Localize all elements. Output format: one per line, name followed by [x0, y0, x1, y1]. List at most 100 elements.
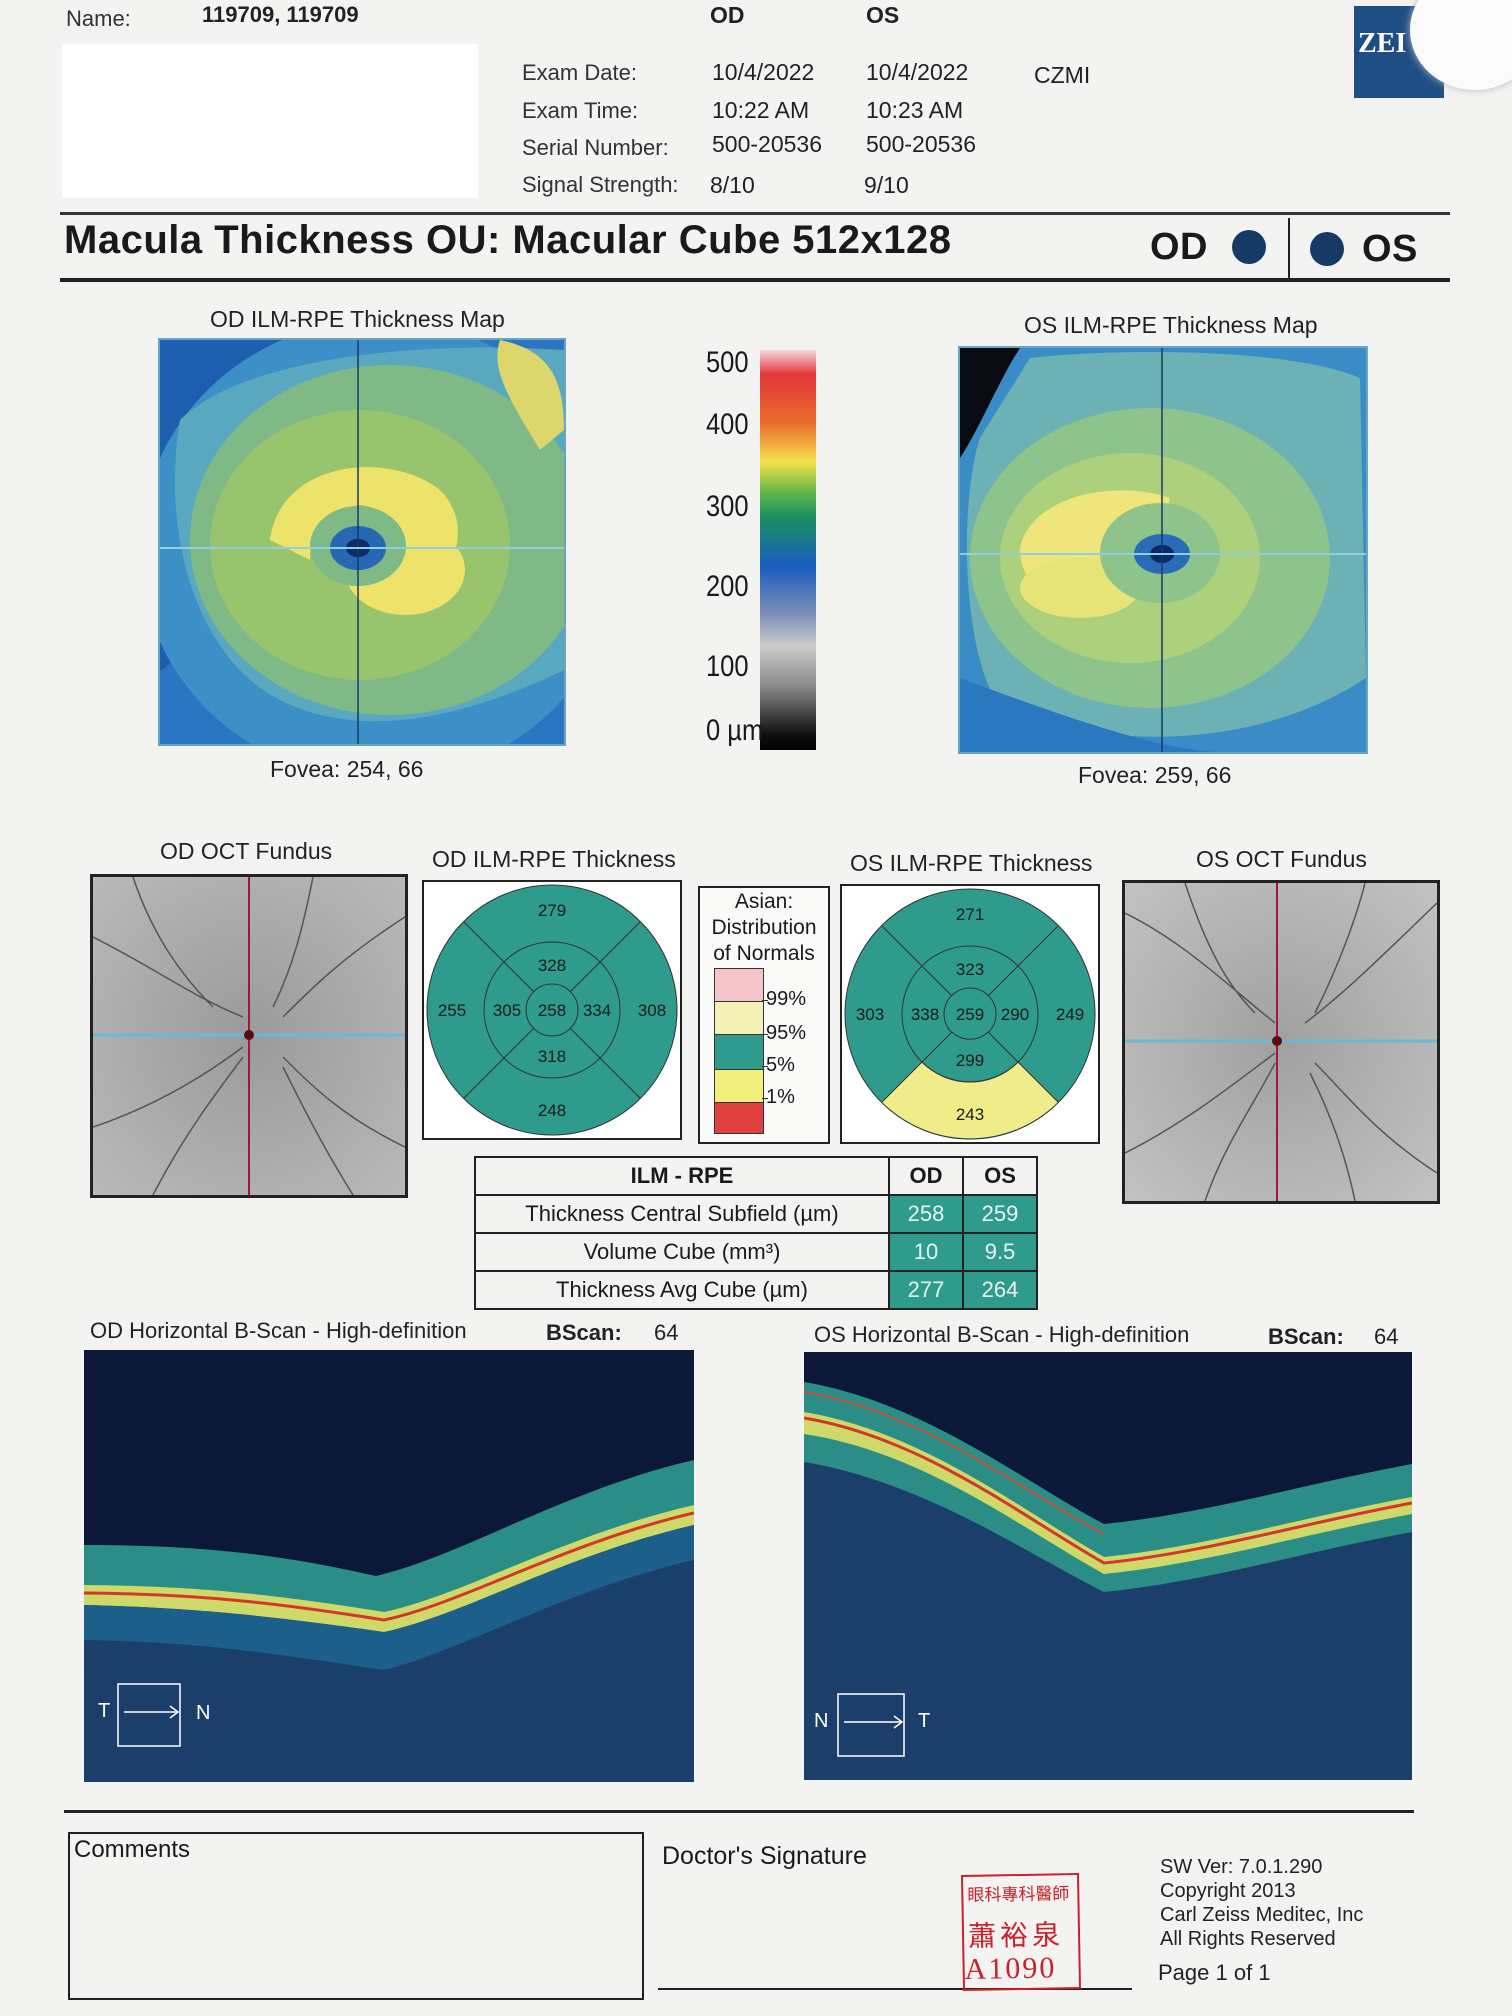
row-label-volume-cube: Volume Cube (mm³)	[474, 1232, 890, 1272]
od-etdrs-grid: 279 328 258 305 334 255 308 318 248	[422, 880, 682, 1140]
os-outer-inferior: 243	[956, 1105, 984, 1124]
comments-box[interactable]: Comments	[68, 1832, 644, 2000]
od-fundus-title: OD OCT Fundus	[160, 838, 333, 864]
table-row: Volume Cube (mm³) 10 9.5	[474, 1232, 1038, 1272]
table-header-od: OD	[888, 1156, 964, 1196]
signature-line	[658, 1988, 1132, 1990]
normals-95: 95%	[766, 1022, 807, 1044]
normals-title-1: Asian:	[734, 890, 794, 913]
title-rule-bottom	[60, 278, 1450, 282]
normals-99: 99%	[766, 988, 807, 1010]
exam-date-label: Exam Date:	[522, 60, 637, 85]
sw-version: SW Ver: 7.0.1.290	[1160, 1856, 1323, 1878]
column-od-label: OD	[710, 2, 745, 28]
od-bscan-label: BScan:	[546, 1320, 622, 1345]
os-fundus-title: OS OCT Fundus	[1196, 846, 1367, 872]
os-thickness-map-title: OS ILM-RPE Thickness Map	[1024, 312, 1318, 338]
os-bscan-title: OS Horizontal B-Scan - High-definition	[814, 1322, 1190, 1347]
od-outer-right: 308	[638, 1001, 666, 1020]
od-thickness-map-title: OD ILM-RPE Thickness Map	[210, 306, 505, 332]
title-rule-top	[60, 212, 1450, 215]
stamp-line-2: 蕭裕泉	[967, 1918, 1065, 1953]
eye-divider	[1288, 218, 1290, 280]
eye-os-label: OS	[1362, 228, 1418, 270]
thickness-color-scale	[760, 350, 816, 750]
od-bscan-value: 64	[654, 1320, 679, 1345]
exam-date-od: 10/4/2022	[712, 59, 815, 85]
os-etdrs-grid: 271 323 259 338 290 303 249 299 243	[840, 884, 1100, 1144]
row-label-avg-cube: Thickness Avg Cube (µm)	[474, 1270, 890, 1310]
stamp-line-1: 眼科專科醫師	[967, 1884, 1070, 1906]
thickness-summary-table: ILM - RPE OD OS Thickness Central Subfie…	[474, 1156, 1038, 1310]
od-bscan-image: T N	[84, 1350, 694, 1782]
table-header-row: ILM - RPE OD OS	[474, 1156, 1038, 1196]
signal-strength-label: Signal Strength:	[522, 172, 679, 197]
rights: All Rights Reserved	[1160, 1928, 1336, 1950]
company: Carl Zeiss Meditec, Inc	[1160, 1904, 1364, 1926]
scale-400: 400	[706, 408, 749, 441]
od-inner-superior: 328	[538, 956, 566, 975]
avg-cube-os: 264	[962, 1270, 1038, 1310]
zeiss-logo-text: ZEI	[1358, 28, 1407, 59]
od-outer-left: 255	[438, 1001, 466, 1020]
scale-0: 0 µm	[706, 714, 764, 747]
stamp-line-3: A1090	[964, 1951, 1057, 1986]
os-orient-left: N	[814, 1710, 829, 1732]
normals-title-2: Distribution	[711, 916, 817, 939]
exam-time-label: Exam Time:	[522, 98, 639, 123]
doctor-signature-label: Doctor's Signature	[662, 1842, 867, 1870]
os-dot-icon	[1310, 232, 1344, 266]
eye-od-label: OD	[1150, 226, 1208, 268]
exam-time-od: 10:22 AM	[712, 97, 810, 123]
os-outer-right: 249	[1056, 1005, 1084, 1024]
row-label-central-subfield: Thickness Central Subfield (µm)	[474, 1194, 890, 1234]
od-inner-inferior: 318	[538, 1047, 566, 1066]
exam-time-os: 10:23 AM	[866, 97, 964, 123]
os-fovea-label: Fovea: 259, 66	[1078, 762, 1232, 788]
os-bscan-image: N T	[804, 1352, 1412, 1780]
scale-300: 300	[706, 490, 749, 523]
serial-number-od: 500-20536	[712, 131, 822, 157]
od-fovea-label: Fovea: 254, 66	[270, 756, 424, 782]
od-dot-icon	[1232, 230, 1266, 264]
od-outer-inferior: 248	[538, 1101, 566, 1120]
column-os-label: OS	[866, 2, 900, 28]
scale-200: 200	[706, 570, 749, 603]
od-orient-left: T	[98, 1700, 111, 1722]
central-subfield-os: 259	[962, 1194, 1038, 1234]
signal-strength-os: 9/10	[864, 172, 909, 198]
normals-5: 5%	[766, 1054, 795, 1076]
copyright: Copyright 2013	[1160, 1880, 1296, 1902]
od-outer-superior: 279	[538, 901, 566, 920]
od-center: 258	[538, 1001, 566, 1020]
volume-cube-os: 9.5	[962, 1232, 1038, 1272]
od-inner-left: 305	[493, 1001, 521, 1020]
normals-title-3: of Normals	[713, 942, 815, 965]
comments-label: Comments	[74, 1836, 191, 1863]
od-orient-right: N	[196, 1702, 211, 1724]
os-inner-right: 290	[1001, 1005, 1029, 1024]
table-row: Thickness Avg Cube (µm) 277 264	[474, 1270, 1038, 1310]
os-bscan-value: 64	[1374, 1324, 1399, 1349]
signal-strength-od: 8/10	[710, 172, 755, 198]
table-row: Thickness Central Subfield (µm) 258 259	[474, 1194, 1038, 1234]
od-fundus-image	[90, 874, 408, 1198]
os-inner-superior: 323	[956, 960, 984, 979]
doctor-seal-stamp: 眼科專科醫師 蕭裕泉 A1090	[960, 1872, 1082, 1992]
normals-legend: Asian: Distribution of Normals 99% 95% 5…	[698, 886, 830, 1144]
os-center: 259	[956, 1005, 984, 1024]
redacted-box	[62, 44, 478, 198]
os-fundus-image	[1122, 880, 1440, 1204]
avg-cube-od: 277	[888, 1270, 964, 1310]
os-thickness-map	[958, 346, 1368, 754]
normals-1: 1%	[766, 1086, 795, 1108]
patient-name: 119709, 119709	[202, 2, 359, 27]
os-inner-inferior: 299	[956, 1051, 984, 1070]
table-header-os: OS	[962, 1156, 1038, 1196]
od-etdrs-title: OD ILM-RPE Thickness	[432, 846, 676, 872]
os-inner-left: 338	[911, 1005, 939, 1024]
page-title: Macula Thickness OU: Macular Cube 512x12…	[64, 218, 952, 262]
footer-rule	[64, 1810, 1414, 1813]
page-number: Page 1 of 1	[1158, 1960, 1271, 1985]
os-orient-right: T	[918, 1710, 931, 1732]
